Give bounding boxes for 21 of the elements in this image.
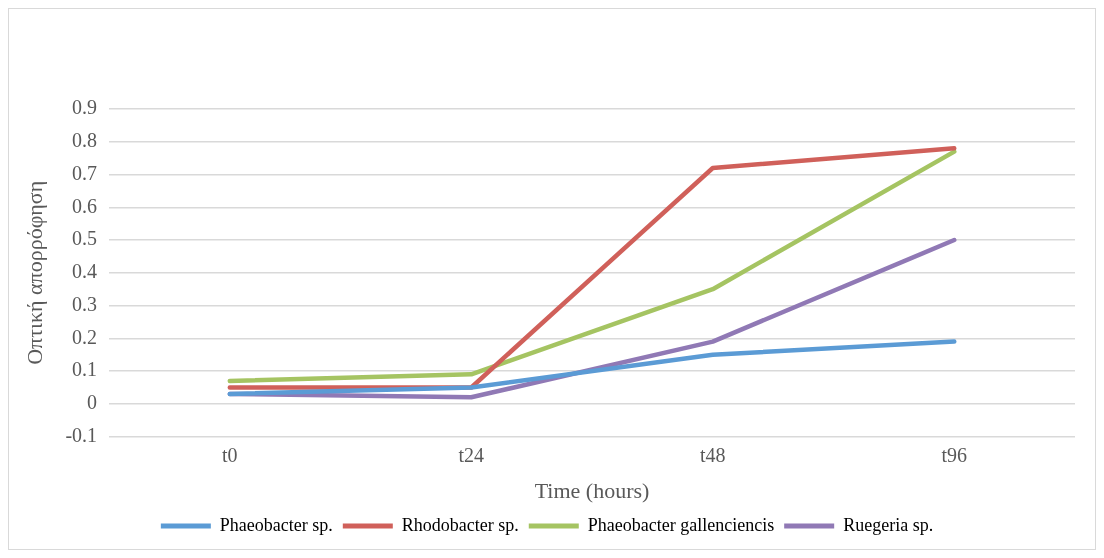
y-tick-label: 0.5 <box>72 227 98 250</box>
y-tick-label: 0.2 <box>72 325 98 348</box>
y-tick-label: 0.6 <box>72 194 98 217</box>
y-tick-label: -0.1 <box>65 423 98 446</box>
x-axis-title: Time (hours) <box>534 477 650 503</box>
y-tick-label: 0.4 <box>72 260 98 283</box>
y-axis-title: Οπτική απορρόφηση <box>21 180 47 365</box>
y-tick-label: 0.8 <box>72 129 98 152</box>
y-tick-label: 0.7 <box>72 161 98 184</box>
legend-label: Phaeobacter gallenciencis <box>587 514 775 535</box>
x-tick-label: t48 <box>699 443 726 466</box>
y-tick-label: 0.1 <box>72 358 98 381</box>
x-tick-label: t0 <box>222 443 238 466</box>
legend-label: Ruegeria sp. <box>843 514 934 535</box>
y-tick-label: 0.9 <box>72 96 98 119</box>
y-tick-label: 0 <box>87 391 98 414</box>
x-tick-label: t24 <box>458 443 485 466</box>
y-tick-label: 0.3 <box>72 292 98 315</box>
legend-label: Rhodobacter sp. <box>401 514 519 535</box>
x-tick-label: t96 <box>941 443 968 466</box>
legend-label: Phaeobacter sp. <box>219 514 333 535</box>
